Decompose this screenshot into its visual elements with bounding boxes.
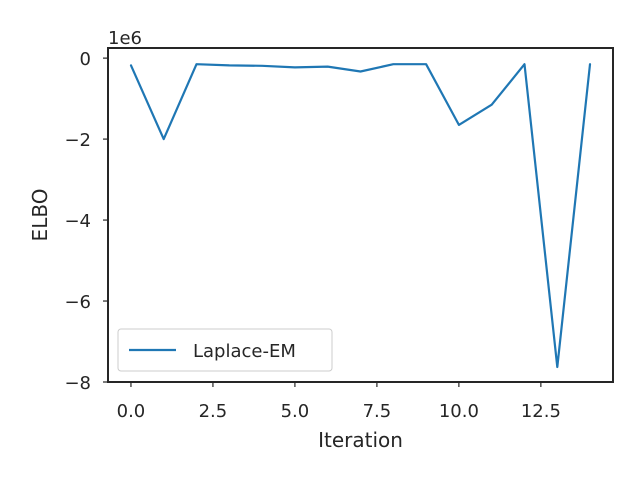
x-tick-label: 2.5 — [199, 401, 228, 422]
legend-label: Laplace-EM — [193, 341, 296, 362]
series-layer — [129, 63, 592, 369]
y-tick-label: −4 — [64, 211, 91, 232]
y-tick-label: −8 — [64, 373, 91, 394]
y-axis-ticks: 0 −2 −4 −6 −8 — [64, 49, 108, 394]
y-offset-label: 1e6 — [108, 28, 142, 49]
plot-frame — [107, 47, 614, 383]
y-axis-title: ELBO — [28, 189, 52, 242]
y-tick-label: −2 — [64, 130, 91, 151]
y-tick-label: −6 — [64, 292, 91, 313]
x-axis-ticks: 0.0 2.5 5.0 7.5 10.0 12.5 — [117, 382, 561, 422]
legend: Laplace-EM — [117, 328, 333, 372]
x-tick-label: 5.0 — [281, 401, 310, 422]
x-tick-label: 0.0 — [117, 401, 146, 422]
x-tick-label: 7.5 — [363, 401, 392, 422]
x-tick-label: 10.0 — [439, 401, 479, 422]
series-line-0 — [129, 63, 592, 369]
x-tick-label: 12.5 — [521, 401, 561, 422]
x-axis-title: Iteration — [318, 428, 403, 452]
y-tick-label: 0 — [80, 49, 91, 70]
legend-box — [117, 328, 333, 372]
